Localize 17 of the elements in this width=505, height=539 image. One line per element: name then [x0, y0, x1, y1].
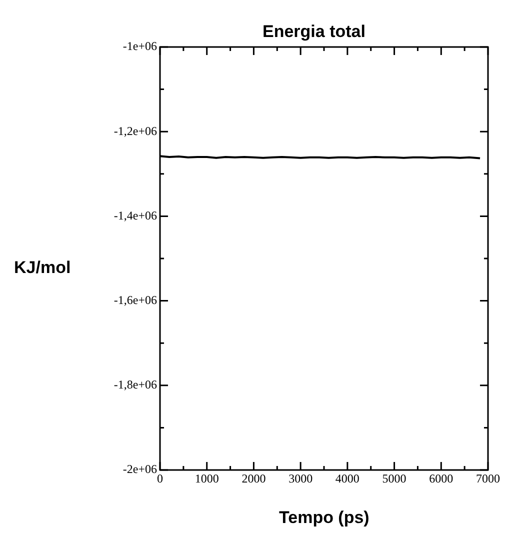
x-tick-label: 4000	[335, 471, 360, 486]
x-tick-label: 2000	[242, 471, 266, 486]
chart-title: Energia total	[262, 22, 366, 42]
x-tick-label: 6000	[429, 471, 454, 486]
x-tick-label: 3000	[288, 471, 313, 486]
x-tick-label: 5000	[382, 471, 406, 486]
y-tick-label: -1,2e+06	[114, 124, 157, 138]
y-tick-label: -2e+06	[122, 462, 157, 476]
x-tick-label: 0	[157, 471, 163, 486]
x-axis-title: Tempo (ps)	[279, 508, 370, 528]
x-tick-label: 1000	[194, 471, 219, 486]
y-axis-title: KJ/mol	[14, 258, 71, 278]
y-tick-label: -1e+06	[122, 39, 157, 54]
x-tick-label: 7000	[476, 471, 500, 486]
y-tick-label: -1,4e+06	[114, 208, 157, 222]
y-tick-label: -1,6e+06	[114, 292, 157, 307]
y-tick-label: -1,8e+06	[114, 378, 157, 392]
